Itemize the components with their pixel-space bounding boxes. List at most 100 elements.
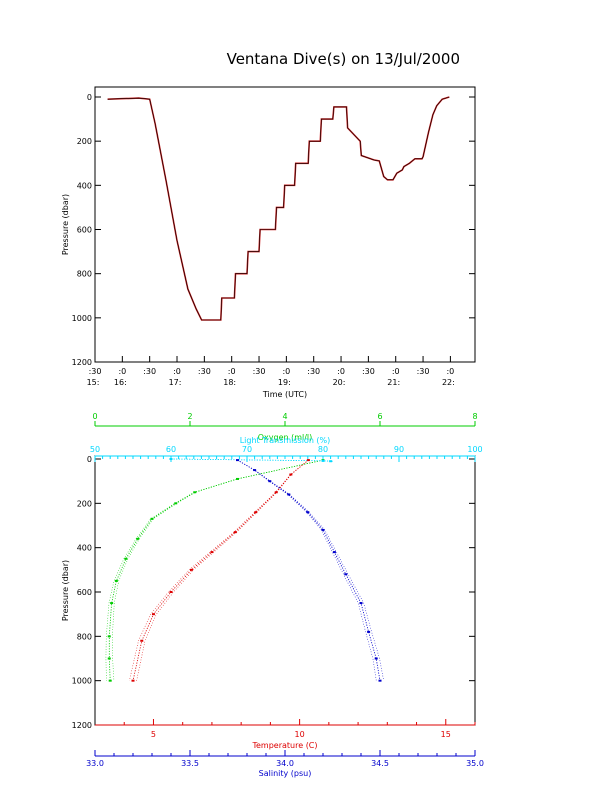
light-profile-line — [170, 458, 331, 462]
x-tick-minute-label: :30 — [89, 367, 102, 376]
temperature-axis-label: Temperature (C) — [251, 741, 317, 750]
oxygen-tick-label: 4 — [282, 412, 287, 421]
x-tick-minute-label: :0 — [337, 367, 345, 376]
x-tick-minute-label: :30 — [143, 367, 156, 376]
salinity-profile-point — [236, 459, 239, 462]
oxygen-profile-point — [107, 635, 111, 638]
y-tick-label-1: 1000 — [72, 314, 92, 323]
x-tick-minute-label: :30 — [417, 367, 430, 376]
x-tick-minute-label: :0 — [392, 367, 400, 376]
y-tick-label-1: 600 — [77, 226, 92, 235]
temperature-profile-line-alt — [136, 459, 309, 681]
oxygen-profile-point — [174, 502, 178, 505]
x-tick-minute-label: :30 — [307, 367, 320, 376]
salinity-axis-label: Salinity (psu) — [259, 769, 312, 778]
oxygen-profile-point — [236, 477, 239, 480]
salinity-profile-line — [237, 459, 381, 681]
y-tick-label-1: 1200 — [72, 358, 92, 367]
x-tick-minute-label: :0 — [173, 367, 181, 376]
oxygen-tick-label: 0 — [92, 412, 97, 421]
temperature-profile-point — [131, 679, 135, 682]
y-tick-label-1: 0 — [87, 93, 92, 102]
chart-title: Ventana Dive(s) on 13/Jul/2000 — [226, 50, 460, 68]
y-axis-label-2: Pressure (dbar) — [61, 560, 70, 621]
light-tick-label: 70 — [242, 445, 252, 454]
salinity-profile-point — [253, 469, 257, 472]
y-tick-label-2: 200 — [77, 499, 92, 508]
oxygen-profile-point — [107, 657, 111, 660]
salinity-profile-point — [359, 602, 363, 605]
x-tick-hour-label: 21: — [387, 378, 400, 387]
light-axis-label: Light Transmission (%) — [240, 436, 331, 445]
oxygen-profile-line-alt — [111, 459, 324, 681]
oxygen-tick-label: 6 — [377, 412, 382, 421]
y-tick-label-2: 0 — [87, 455, 92, 464]
y-tick-label-2: 400 — [77, 544, 92, 553]
temperature-profile-point — [151, 613, 155, 616]
salinity-profile-line-alt — [237, 459, 377, 681]
oxygen-profile-point — [114, 579, 118, 582]
light-tick-label: 100 — [467, 445, 482, 454]
salinity-profile-point — [344, 573, 348, 576]
x-tick-minute-label: :30 — [362, 367, 375, 376]
pressure-trace-red — [107, 96, 450, 321]
temperature-profile-point — [189, 568, 193, 571]
x-tick-minute-label: :0 — [282, 367, 290, 376]
x-tick-minute-label: :30 — [253, 367, 266, 376]
y-tick-label-2: 800 — [77, 632, 92, 641]
x-tick-hour-label: 17: — [169, 378, 182, 387]
temperature-profile-point — [274, 491, 278, 494]
salinity-profile-point — [321, 528, 325, 531]
pressure-trace-black — [107, 96, 450, 321]
temperature-profile-point — [169, 591, 173, 593]
oxygen-profile-point — [124, 557, 128, 560]
salinity-profile-point — [332, 551, 336, 554]
salinity-tick-label: 34.5 — [371, 759, 389, 768]
oxygen-profile-point — [136, 537, 140, 540]
light-profile-point — [329, 460, 333, 463]
oxygen-axis-label: Oxygen (ml/l) — [258, 433, 313, 442]
x-tick-minute-label: :0 — [228, 367, 236, 376]
x-tick-hour-label: 18: — [223, 378, 236, 387]
y-tick-label-1: 200 — [77, 137, 92, 146]
x-tick-hour-label: 22: — [442, 378, 455, 387]
oxygen-profile-point — [150, 517, 154, 520]
salinity-tick-label: 33.0 — [86, 759, 104, 768]
y-tick-label-1: 400 — [77, 181, 92, 190]
temperature-profile-point — [233, 531, 237, 534]
temperature-profile-point — [289, 473, 293, 476]
salinity-tick-label: 33.5 — [181, 759, 199, 768]
temperature-profile-point — [210, 551, 214, 554]
light-tick-label: 80 — [318, 445, 328, 454]
x-tick-minute-label: :30 — [198, 367, 211, 376]
x-tick-minute-label: :0 — [446, 367, 454, 376]
x-tick-hour-label: 19: — [278, 378, 291, 387]
salinity-profile-point — [306, 511, 310, 514]
temperature-profile-line-alt — [129, 459, 309, 681]
salinity-profile-point — [374, 657, 378, 660]
salinity-profile-point — [378, 679, 382, 682]
x-tick-hour-label: 15: — [87, 378, 100, 387]
y-tick-label-1: 800 — [77, 270, 92, 279]
salinity-profile-line-alt — [237, 459, 384, 681]
oxygen-profile-point — [193, 491, 197, 494]
temperature-profile-line — [132, 459, 309, 681]
light-tick-label: 60 — [166, 445, 176, 454]
salinity-profile-point — [287, 493, 291, 496]
salinity-tick-label: 34.0 — [276, 759, 294, 768]
light-profile-point — [321, 459, 325, 462]
y-tick-label-2: 1200 — [72, 721, 92, 730]
y-tick-label-2: 600 — [77, 588, 92, 597]
plot-frame-2 — [94, 455, 476, 726]
x-axis-label-1: Time (UTC) — [262, 390, 307, 399]
oxygen-profile-line — [108, 459, 324, 681]
light-profile-point — [169, 458, 173, 460]
x-tick-hour-label: 16: — [114, 378, 127, 387]
oxygen-tick-label: 8 — [472, 412, 477, 421]
temperature-tick-label: 10 — [295, 730, 305, 739]
y-axis-label-1: Pressure (dbar) — [61, 194, 70, 255]
x-tick-hour-label: 20: — [333, 378, 346, 387]
oxygen-profile-line-alt — [105, 459, 324, 681]
